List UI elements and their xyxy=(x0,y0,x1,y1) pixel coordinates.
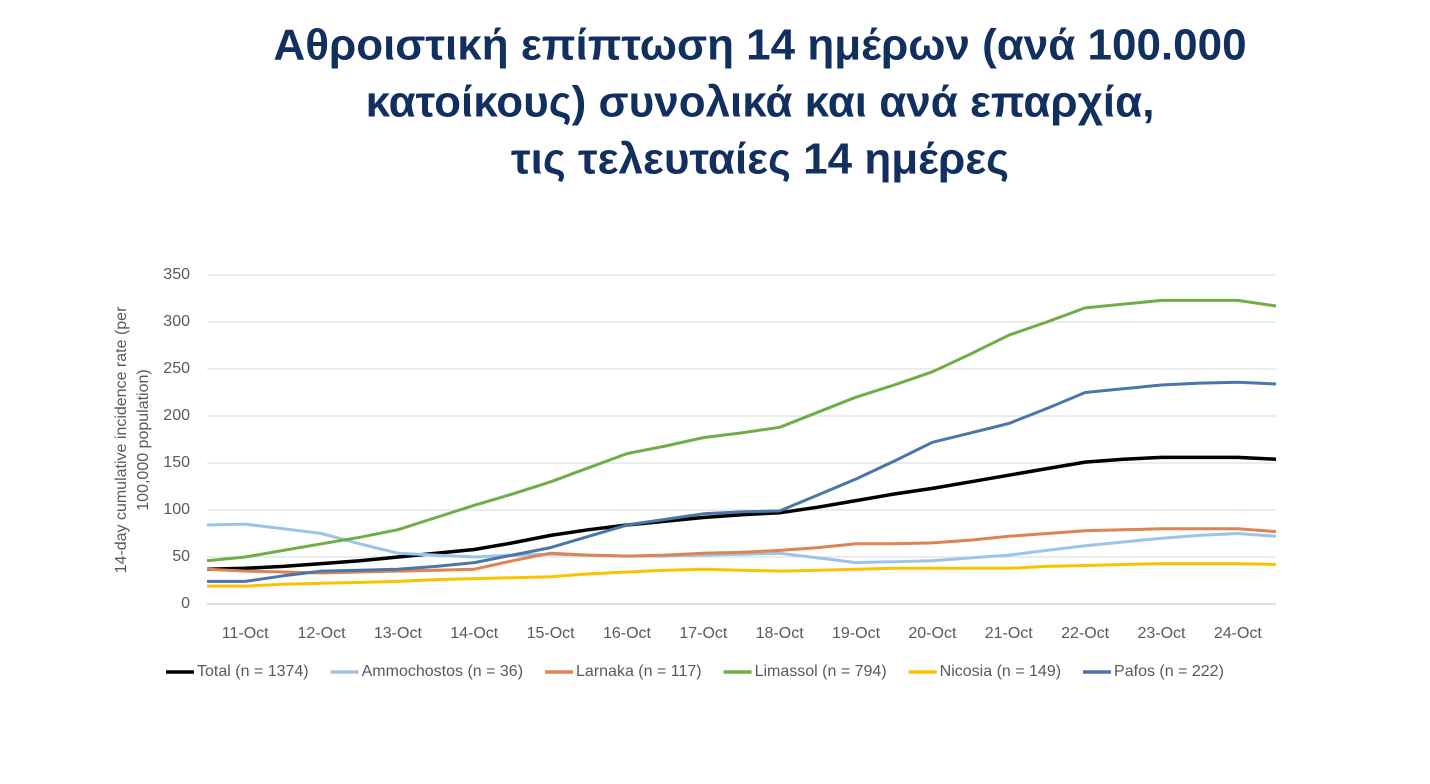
x-tick-label: 21-Oct xyxy=(985,625,1034,642)
series-line xyxy=(207,380,1277,583)
x-tick-label: 14-Oct xyxy=(450,625,499,642)
series-line xyxy=(206,527,1277,575)
series-line xyxy=(206,298,1277,563)
x-tick-label: 20-Oct xyxy=(908,625,957,642)
x-tick-label: 11-Oct xyxy=(222,625,269,642)
x-tick-label: 12-Oct xyxy=(298,625,347,642)
legend-label: Ammochostos (n = 36) xyxy=(362,663,523,680)
x-tick-label: 13-Oct xyxy=(374,625,423,642)
x-tick-label: 18-Oct xyxy=(756,625,805,642)
legend-label: Larnaka (n = 117) xyxy=(576,663,702,680)
x-tick-label: 16-Oct xyxy=(603,625,652,642)
legend-label: Total (n = 1374) xyxy=(197,663,309,680)
y-tick-label: 250 xyxy=(163,360,190,377)
y-tick-label: 350 xyxy=(163,266,190,283)
series-line xyxy=(207,562,1277,588)
y-axis-label-line: 14-day cumulative incidence rate (per xyxy=(113,306,130,573)
y-tick-label: 200 xyxy=(163,407,190,424)
legend: Total (n = 1374) Ammochostos (n = 36) Larn… xyxy=(166,663,1224,680)
y-tick-label: 150 xyxy=(163,454,190,471)
y-axis-label: 14-day cumulative incidence rate (per 10… xyxy=(113,306,152,573)
legend-label: Limassol (n = 794) xyxy=(755,663,887,680)
x-tick-label: 19-Oct xyxy=(832,625,881,642)
y-tick-label: 50 xyxy=(172,548,190,565)
y-tick-label: 300 xyxy=(163,313,190,330)
y-tick-label: 0 xyxy=(181,595,190,612)
series-line xyxy=(206,455,1277,571)
legend-label: Pafos (n = 222) xyxy=(1114,663,1224,680)
series-line xyxy=(206,522,1277,565)
x-tick-label: 22-Oct xyxy=(1061,625,1110,642)
x-tick-label: 15-Oct xyxy=(527,625,576,642)
chart-title: Αθροιστική επίπτωση 14 ημέρων (ανά 100.0… xyxy=(273,21,1246,70)
legend-label: Nicosia (n = 149) xyxy=(940,663,1061,680)
chart-title: τις τελευταίες 14 ημέρες xyxy=(511,135,1009,184)
y-axis-label-line: 100,000 population) xyxy=(135,369,152,510)
y-tick-label: 100 xyxy=(163,501,190,518)
x-tick-label: 23-Oct xyxy=(1137,625,1186,642)
x-tick-label: 17-Oct xyxy=(679,625,728,642)
x-tick-label: 24-Oct xyxy=(1214,625,1263,642)
chart-title: κατοίκους) συνολικά και ανά επαρχία, xyxy=(366,78,1155,127)
